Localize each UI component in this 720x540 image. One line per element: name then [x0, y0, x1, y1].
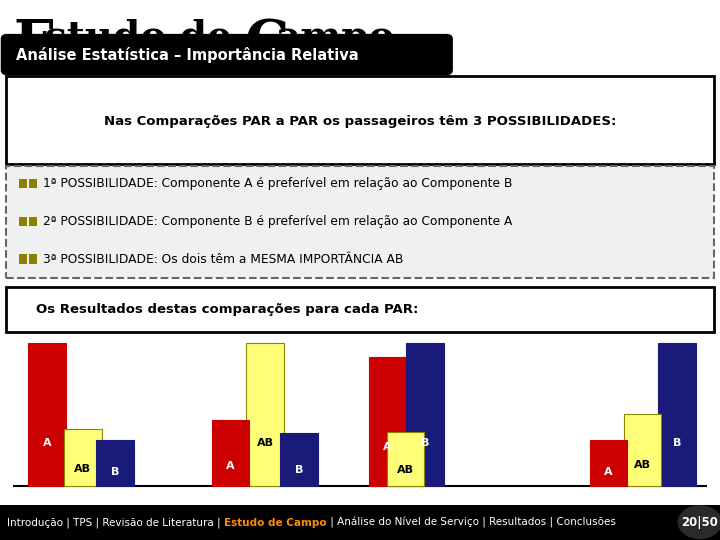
Bar: [28, 343, 66, 486]
Bar: [19, 254, 27, 264]
Text: 20|50: 20|50: [681, 516, 719, 529]
Text: B: B: [672, 438, 681, 448]
Text: A: A: [383, 442, 392, 453]
Text: Estudo de Campo: Estudo de Campo: [224, 518, 327, 528]
Circle shape: [678, 506, 720, 538]
Text: | Análise do Nível de Serviço | Resultados | Conclusões: | Análise do Nível de Serviço | Resultad…: [327, 517, 616, 528]
Bar: [369, 357, 406, 486]
Text: AB: AB: [397, 465, 414, 475]
Bar: [387, 431, 424, 486]
Text: 3ª POSSIBILIDADE: Os dois têm a MESMA IMPORTÂNCIA AB: 3ª POSSIBILIDADE: Os dois têm a MESMA IM…: [43, 253, 404, 266]
FancyBboxPatch shape: [1, 35, 452, 75]
Bar: [29, 254, 37, 264]
Bar: [0, 505, 720, 540]
Bar: [658, 343, 696, 486]
Bar: [406, 343, 444, 486]
Text: studo de: studo de: [45, 19, 245, 57]
Text: B: B: [420, 438, 429, 448]
Text: Introdução | TPS | Revisão de Literatura |: Introdução | TPS | Revisão de Literatura…: [7, 517, 224, 528]
Text: 1ª POSSIBILIDADE: Componente A é preferível em relação ao Componente B: 1ª POSSIBILIDADE: Componente A é preferí…: [43, 177, 513, 190]
Text: A: A: [42, 438, 51, 448]
Text: 2ª POSSIBILIDADE: Componente B é preferível em relação ao Componente A: 2ª POSSIBILIDADE: Componente B é preferí…: [43, 215, 513, 228]
FancyBboxPatch shape: [6, 287, 714, 332]
Text: AB: AB: [74, 464, 91, 474]
Bar: [96, 440, 134, 486]
Text: AB: AB: [256, 438, 274, 448]
Text: B: B: [294, 465, 303, 475]
Bar: [246, 343, 284, 486]
Text: E: E: [13, 17, 55, 72]
Bar: [624, 415, 661, 486]
Text: ampo: ampo: [275, 19, 395, 57]
Text: Os Resultados destas comparações para cada PAR:: Os Resultados destas comparações para ca…: [36, 303, 418, 316]
FancyBboxPatch shape: [6, 166, 714, 278]
Text: B: B: [111, 467, 120, 477]
Bar: [19, 179, 27, 188]
Bar: [29, 217, 37, 226]
Bar: [29, 179, 37, 188]
FancyBboxPatch shape: [6, 76, 714, 164]
Bar: [280, 433, 318, 486]
Text: A: A: [226, 461, 235, 471]
Text: Nas Comparações PAR a PAR os passageiros têm 3 POSSIBILIDADES:: Nas Comparações PAR a PAR os passageiros…: [104, 115, 616, 128]
Text: C: C: [245, 17, 289, 72]
Bar: [590, 440, 627, 486]
Text: A: A: [604, 467, 613, 477]
Text: AB: AB: [634, 460, 651, 470]
Bar: [212, 420, 249, 486]
Bar: [19, 217, 27, 226]
Text: Análise Estatística – Importância Relativa: Análise Estatística – Importância Relati…: [16, 46, 359, 63]
Bar: [64, 429, 102, 486]
